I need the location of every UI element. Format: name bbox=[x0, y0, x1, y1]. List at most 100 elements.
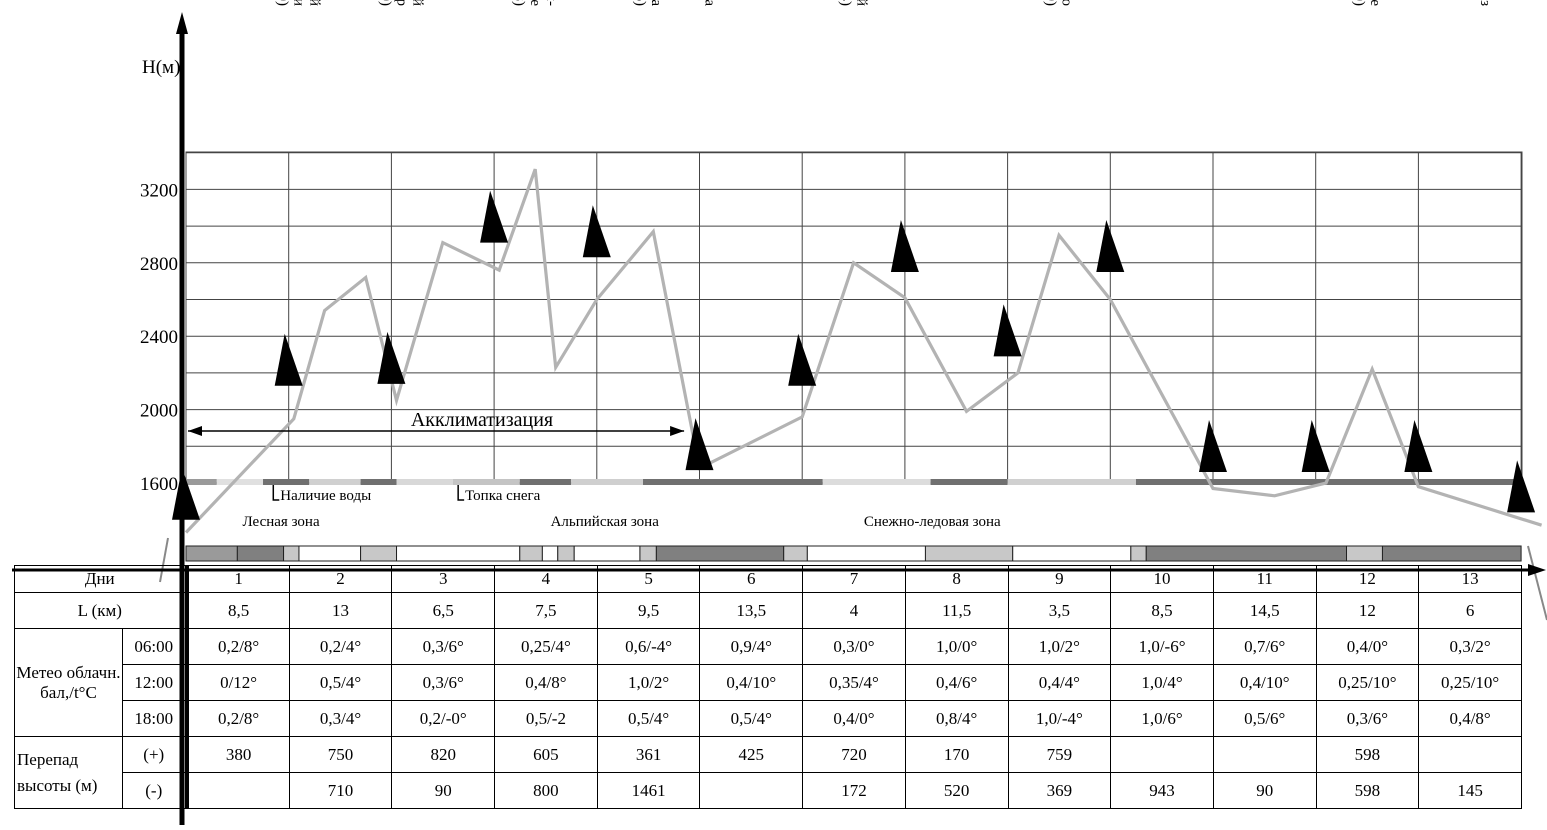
meteo-value: 0,4/8° bbox=[494, 664, 598, 701]
pass-label-line: +пер.Пионер bbox=[393, 0, 409, 6]
meteo-value: 0,25/4° bbox=[494, 628, 598, 665]
pass-label: пос. Архыз bbox=[1477, 0, 1493, 6]
y-axis-arrow bbox=[176, 12, 188, 34]
meteo-time: 18:00 bbox=[122, 700, 187, 737]
drop-sign: (+) bbox=[122, 736, 187, 773]
tent-marker bbox=[1507, 460, 1536, 513]
pass-label-line: +пер.Берю-Аши bbox=[291, 0, 307, 6]
drop-value: 145 bbox=[1418, 772, 1522, 809]
day-number: 5 bbox=[596, 565, 701, 593]
meteo-value: 1,0/2° bbox=[596, 664, 701, 701]
activity-segment bbox=[541, 545, 559, 562]
pass-label-line: пос. Архыз bbox=[1477, 0, 1493, 6]
pass-label: Пер. Дурнского(1Б, 3019) bbox=[1043, 0, 1075, 6]
length-value: 8,5 bbox=[184, 592, 290, 629]
activity-segment bbox=[573, 545, 641, 562]
pass-label-line: Тебе bbox=[527, 0, 543, 6]
meteo-value: 0,5/4° bbox=[699, 700, 804, 737]
day-number: 4 bbox=[494, 565, 598, 593]
drop-value: 425 bbox=[699, 736, 804, 773]
meteo-value: 0,4/8° bbox=[1418, 700, 1522, 737]
pass-label-line: (1Б, 3019) bbox=[1043, 0, 1059, 6]
length-value: 3,5 bbox=[1007, 592, 1112, 629]
table-row: Дни 1 2 3 4 5 6 7 8 9 10 11 12 13 bbox=[14, 565, 1522, 593]
activity-segment bbox=[396, 545, 521, 562]
days-header: Дни bbox=[14, 565, 187, 593]
ground-legend-label: Наличие воды bbox=[280, 488, 371, 504]
zone-label: Лесная зона bbox=[242, 514, 319, 530]
y-tick-label: 3200 bbox=[140, 180, 178, 201]
pass-label-line: в. Джумарыклы- bbox=[543, 0, 559, 6]
meteo-value: 0,3/6° bbox=[1315, 700, 1420, 737]
table-row: Метео облачн. бал,/t°C 06:00 0,2/8° 0,2/4° 0… bbox=[14, 628, 1522, 737]
drop-value: 598 bbox=[1315, 736, 1420, 773]
tent-marker bbox=[1301, 419, 1330, 472]
activity-segment bbox=[1145, 545, 1348, 562]
meteo-value: 1,0/-4° bbox=[1007, 700, 1112, 737]
water-segment bbox=[309, 479, 361, 485]
day-number: 3 bbox=[391, 565, 496, 593]
meteo-value: 0,5/-2 bbox=[494, 700, 598, 737]
pass-label-line: (3188) bbox=[511, 0, 527, 6]
meteo-value: 0,4/4° bbox=[1007, 664, 1112, 701]
drop-value: 170 bbox=[904, 736, 1009, 773]
activity-segment bbox=[283, 545, 300, 562]
y-tick-label: 1600 bbox=[140, 474, 178, 495]
table-row: 12:00 0/12° 0,5/4° 0,3/6° 0,4/8° 1,0/2° 0,4/10… bbox=[15, 664, 1522, 701]
meteo-value: 0,2/8° bbox=[184, 628, 290, 665]
day-number: 12 bbox=[1315, 565, 1420, 593]
meteo-value: 1,0/-6° bbox=[1110, 628, 1214, 665]
pass-label-line: Пер. Дурнского bbox=[1059, 0, 1075, 6]
meteo-value: 0,25/10° bbox=[1418, 664, 1522, 701]
tent-marker bbox=[1404, 419, 1433, 472]
meteo-value: 0,3/6° bbox=[391, 664, 496, 701]
drop-value: 90 bbox=[391, 772, 496, 809]
day-number: 11 bbox=[1212, 565, 1317, 593]
day-number: 1 bbox=[184, 565, 290, 593]
water-segment bbox=[396, 479, 454, 485]
meteo-value: 0,2/-0° bbox=[391, 700, 496, 737]
chart-annotations: Акклиматизация Наличие воды Топка снега Лес… bbox=[188, 409, 1001, 530]
tent-marker bbox=[480, 190, 509, 243]
meteo-value: 0,25/10° bbox=[1315, 664, 1420, 701]
pass-label-line: (н/к, 2790) bbox=[275, 0, 291, 6]
pass-label-line: водопады (2300) bbox=[1351, 0, 1367, 6]
water-segment bbox=[360, 479, 397, 485]
day-number: 13 bbox=[1418, 565, 1522, 593]
table-row: (-) 710 90 800 1461 172 520 369 943 90 598 145 bbox=[15, 772, 1522, 809]
activity-segment bbox=[1130, 545, 1147, 562]
tent-marker bbox=[377, 331, 406, 384]
activity-segment bbox=[557, 545, 575, 562]
activity-segment bbox=[298, 545, 362, 562]
drop-value: 90 bbox=[1212, 772, 1317, 809]
activity-segment bbox=[924, 545, 1014, 562]
meteo-value: 0/12° bbox=[184, 664, 290, 701]
drop-value: 750 bbox=[288, 736, 393, 773]
water-segment bbox=[453, 479, 520, 485]
pass-label-line: пер. М.Кяфарский bbox=[307, 0, 323, 6]
drop-header: Перепад высоты (м) bbox=[14, 736, 123, 809]
meteo-value: 1,0/2° bbox=[1007, 628, 1112, 665]
water-segment bbox=[930, 479, 1008, 485]
pass-label-line: пер. Скалистый bbox=[853, 0, 869, 6]
tent-marker bbox=[890, 219, 919, 272]
meteo-value: 0,2/8° bbox=[184, 700, 290, 737]
acclimatization-arrow-right bbox=[670, 426, 685, 436]
ground-strips bbox=[185, 479, 1522, 562]
pass-label: Полудневка bbox=[702, 0, 718, 6]
zone-label: Альпийская зона bbox=[551, 514, 660, 530]
meteo-value: 0,6/-4° bbox=[596, 628, 701, 665]
drop-value bbox=[1212, 736, 1317, 773]
tent-marker bbox=[274, 333, 303, 386]
meteo-value: 0,7/6° bbox=[1212, 628, 1317, 665]
activity-segment bbox=[1012, 545, 1132, 562]
acclimatization-arrow-left bbox=[188, 426, 202, 436]
length-value: 11,5 bbox=[904, 592, 1009, 629]
length-value: 4 bbox=[802, 592, 906, 629]
activity-segment bbox=[655, 545, 785, 562]
route-table: Дни 1 2 3 4 5 6 7 8 9 10 11 12 13 L (км) 8,5 13 6,5 7,5 9,5… bbox=[14, 565, 1522, 809]
activity-segment bbox=[783, 545, 808, 562]
pass-label-line: Пер.Баритовый bbox=[409, 0, 425, 6]
y-tick-label: 2800 bbox=[140, 254, 178, 275]
